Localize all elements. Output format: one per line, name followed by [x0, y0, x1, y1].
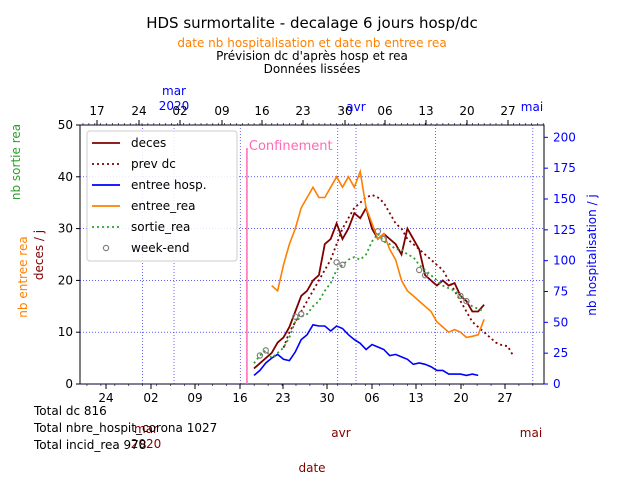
- bottom-month-label: avr: [331, 426, 350, 440]
- bottom-tick-label: 02: [143, 391, 158, 405]
- week-end-marker: [292, 313, 299, 320]
- bottom-tick-label: 16: [232, 391, 247, 405]
- right-tick-label: 100: [553, 254, 576, 268]
- series-entree-rea: [271, 168, 485, 339]
- left-tick-label: 20: [58, 273, 73, 287]
- right-tick-label: 75: [553, 285, 568, 299]
- right-tick-label: 200: [553, 130, 576, 144]
- legend-box: [86, 130, 238, 262]
- top-month-label: 2020: [159, 99, 190, 113]
- legend-label: entree_rea: [131, 199, 196, 213]
- ylabel-deces: deces / j: [32, 230, 46, 280]
- legend-label: sortie_rea: [131, 220, 190, 234]
- ylabel-entree-rea: nb entree rea: [16, 236, 30, 317]
- bottom-tick-label: 30: [319, 391, 334, 405]
- legend-items: deces prev dc entree hosp. entree_reasortie…: [92, 136, 207, 255]
- top-month-label: mar: [162, 84, 186, 98]
- chart-title: HDS surmortalite - decalage 6 jours hosp…: [146, 14, 478, 32]
- bottom-tick-label: 06: [364, 391, 379, 405]
- left-tick-label: 10: [58, 325, 73, 339]
- legend-label: entree hosp.: [131, 178, 207, 192]
- bottom-month-label: mai: [520, 426, 542, 440]
- axes: 0 10 20 30 40 50 0 25 50 75 100 125 150 175 200 24 02 09 1…: [58, 84, 576, 451]
- top-month-label: avr: [346, 100, 365, 114]
- chart-subtitle-2: Prévision dc d'après hosp et rea: [216, 49, 408, 63]
- week-end-marker: [374, 227, 382, 235]
- top-tick-label: 30: [337, 104, 352, 118]
- series-deces: [253, 205, 485, 370]
- left-tick-label: 50: [58, 118, 73, 132]
- series-entree-hosp-: [253, 323, 479, 377]
- top-tick-label: 17: [89, 104, 104, 118]
- top-tick-label: 13: [418, 104, 433, 118]
- bottom-month-label: 2020: [131, 437, 162, 451]
- xlabel-date: date: [298, 461, 325, 475]
- top-tick-label: 24: [131, 104, 146, 118]
- total-rea: Total incid_rea 978: [33, 438, 146, 452]
- week-end-marker: [333, 259, 340, 266]
- top-tick-label: 09: [214, 104, 229, 118]
- week-end-marker: [256, 352, 264, 359]
- legend-label: week-end: [131, 241, 189, 255]
- left-tick-label: 0: [65, 377, 73, 391]
- top-tick-label: 16: [254, 104, 269, 118]
- bottom-tick-label: 20: [453, 391, 468, 405]
- week-end-marker: [416, 266, 423, 274]
- total-hosp: Total nbre_hospit_corona 1027: [33, 421, 217, 435]
- chart-subtitle-3: Données lissées: [264, 62, 361, 76]
- bottom-tick-label: 09: [187, 391, 202, 405]
- legend: deces prev dc entree hosp. entree_reasortie…: [86, 130, 238, 262]
- bottom-tick-label: 13: [408, 391, 423, 405]
- week-end-marker: [457, 292, 464, 300]
- week-end-marker: [262, 347, 269, 354]
- top-tick-label: 02: [172, 104, 187, 118]
- top-tick-label: 20: [459, 104, 474, 118]
- top-tick-label: 27: [500, 104, 515, 118]
- right-tick-label: 125: [553, 223, 576, 237]
- week-end-marker: [339, 261, 346, 269]
- series-prev-dc: [282, 193, 515, 357]
- bottom-tick-label: 24: [98, 391, 113, 405]
- legend-label: prev dc: [131, 157, 176, 171]
- week-end-marker: [463, 297, 470, 305]
- week-end-marker: [380, 235, 387, 243]
- top-month-label: mai: [521, 100, 543, 114]
- right-tick-label: 50: [553, 315, 568, 329]
- right-tick-label: 175: [553, 161, 576, 175]
- legend-swatch-week-end: [102, 244, 110, 252]
- chart-subtitle-orange: date nb hospitalisation et date nb entre…: [177, 36, 446, 50]
- confinement-label: Confinement: [249, 139, 333, 154]
- bottom-month-label: mar: [134, 422, 158, 436]
- ylabel-hospitalisation: nb hospitalisation / j: [585, 194, 599, 316]
- right-tick-label: 150: [553, 192, 576, 206]
- week-end-marker: [298, 310, 305, 318]
- ylabel-sortie-rea: nb sortie rea: [9, 124, 23, 200]
- legend-label: deces: [131, 136, 166, 150]
- week-end-marker: [421, 272, 429, 279]
- left-tick-label: 40: [58, 170, 73, 184]
- bottom-tick-label: 27: [497, 391, 512, 405]
- series-layer: [253, 168, 515, 377]
- total-dc: Total dc 816: [33, 404, 107, 418]
- top-tick-label: 06: [377, 104, 392, 118]
- left-tick-label: 30: [58, 222, 73, 236]
- top-tick-label: 23: [295, 104, 310, 118]
- bottom-tick-label: 23: [275, 391, 290, 405]
- right-tick-label: 0: [553, 377, 561, 391]
- right-tick-label: 25: [553, 346, 568, 360]
